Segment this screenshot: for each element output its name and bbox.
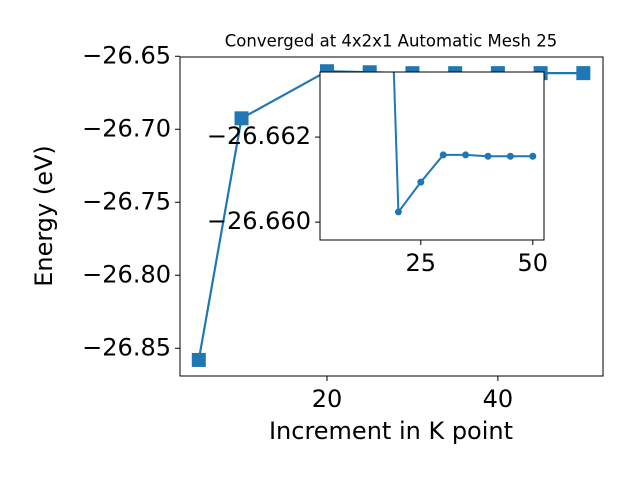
y-tick-label: −26.75: [82, 187, 171, 215]
x-tick-label: 50: [518, 249, 549, 277]
x-axis-label: Increment in K point: [269, 417, 513, 445]
plot-content: [392, 72, 537, 216]
y-tick-label: −26.80: [82, 260, 171, 288]
axes-frame: [319, 71, 545, 241]
marker: [506, 152, 514, 160]
y-tick-label: −26.70: [82, 114, 171, 142]
marker: [394, 208, 402, 216]
y-tick-label: −26.662: [207, 122, 311, 150]
marker: [234, 111, 249, 126]
marker: [191, 352, 206, 367]
y-axis-label: Energy (eV): [30, 145, 58, 287]
marker: [576, 66, 591, 81]
marker: [439, 151, 447, 159]
marker: [417, 178, 425, 186]
axes-frame: [179, 56, 604, 377]
marker: [484, 152, 492, 160]
x-tick-label: 40: [483, 385, 514, 413]
y-tick-label: −26.85: [82, 333, 171, 361]
x-tick-label: 25: [406, 249, 437, 277]
marker: [529, 152, 537, 160]
marker: [462, 151, 470, 159]
chart-title: Converged at 4x2x1 Automatic Mesh 25: [225, 32, 557, 51]
x-tick-label: 20: [312, 385, 343, 413]
y-tick-label: −26.65: [82, 41, 171, 69]
y-tick-label: −26.660: [207, 207, 311, 235]
